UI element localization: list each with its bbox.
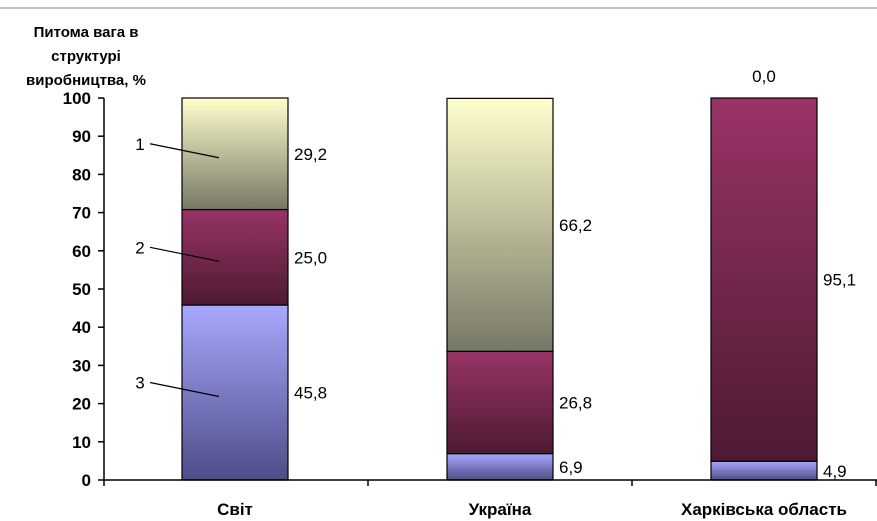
- bar-segment: [710, 460, 818, 481]
- data-label: 95,1: [823, 271, 856, 290]
- bars: [181, 97, 818, 481]
- x-category-label: Харківська область: [681, 500, 847, 519]
- y-tick-label: 20: [72, 395, 91, 414]
- y-axis-title-line: Питома вага в: [34, 24, 139, 41]
- y-tick-label: 70: [72, 204, 91, 223]
- y-axis-title-line: виробництва, %: [26, 72, 146, 89]
- data-label: 6,9: [559, 458, 583, 477]
- segment-marker-label: 3: [135, 374, 144, 393]
- y-axis-title-line: структурі: [51, 48, 121, 65]
- y-axis-title: Питома вага в структурі виробництва, %: [26, 24, 146, 89]
- bar-segment: [710, 97, 818, 462]
- data-label: 26,8: [559, 393, 592, 412]
- x-axis: Світ Україна Харківська область: [103, 479, 877, 519]
- data-labels: 45,8 25,0 29,2 6,9 26,8 66,2 4,9 95,1 0,0: [294, 67, 856, 481]
- data-label: 25,0: [294, 248, 327, 267]
- y-axis: 0 10 20 30 40 50 60 70 80 90 100: [63, 89, 105, 490]
- x-category-label: Світ: [217, 500, 253, 519]
- bar-segment: [446, 453, 554, 481]
- data-label: 29,2: [294, 145, 327, 164]
- y-tick-label: 40: [72, 318, 91, 337]
- bar-segment: [446, 97, 554, 352]
- y-tick-label: 100: [63, 89, 91, 108]
- data-label: 45,8: [294, 384, 327, 403]
- y-tick-label: 90: [72, 127, 91, 146]
- data-label: 66,2: [559, 216, 592, 235]
- segment-markers: 1 2 3: [135, 135, 220, 398]
- data-label: 0,0: [752, 67, 776, 86]
- y-tick-label: 50: [72, 280, 91, 299]
- y-tick-label: 60: [72, 242, 91, 261]
- y-tick-label: 10: [72, 433, 91, 452]
- bar-segment: [446, 350, 554, 455]
- segment-marker-leader: [149, 143, 220, 159]
- y-tick-label: 0: [82, 471, 91, 490]
- segment-marker-leader: [149, 381, 220, 398]
- y-tick-label: 80: [72, 165, 91, 184]
- segment-marker-label: 1: [135, 135, 144, 154]
- y-tick-label: 30: [72, 356, 91, 375]
- segment-marker-label: 2: [135, 238, 144, 257]
- segment-marker-leader: [149, 246, 220, 262]
- x-category-label: Україна: [469, 500, 532, 519]
- data-label: 4,9: [823, 462, 847, 481]
